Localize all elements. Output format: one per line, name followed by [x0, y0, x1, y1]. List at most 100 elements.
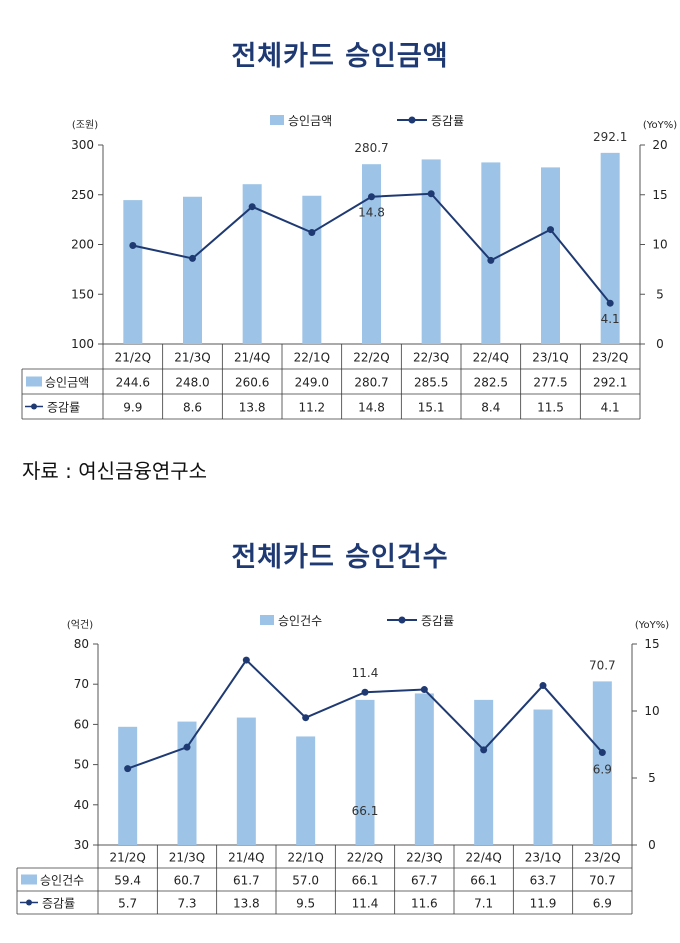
bar: [474, 699, 494, 845]
data-label: 66.1: [352, 804, 379, 818]
right-axis-tick-label: 10: [644, 704, 659, 718]
table-cell: 14.8: [358, 401, 385, 415]
bar: [236, 717, 256, 845]
table-cell: 59.4: [114, 874, 141, 888]
table-cell: 70.7: [589, 874, 616, 888]
x-tick-label: 22/1Q: [294, 351, 330, 365]
x-tick-label: 22/2Q: [347, 851, 383, 865]
table-cell: 63.7: [530, 874, 557, 888]
x-tick-label: 21/2Q: [115, 351, 151, 365]
table-cell: 282.5: [474, 376, 508, 390]
table-bar-swatch: [21, 874, 37, 885]
data-label: 4.1: [601, 312, 620, 326]
line-point: [598, 749, 606, 757]
legend-line-marker: [408, 116, 416, 124]
x-tick-label: 23/1Q: [532, 351, 568, 365]
table-cell: 66.1: [352, 874, 379, 888]
table-cell: 260.6: [235, 376, 269, 390]
bar: [481, 162, 501, 344]
table-cell: 7.1: [474, 897, 493, 911]
left-axis-tick-label: 60: [74, 717, 89, 731]
legend-bar-swatch: [270, 115, 284, 125]
right-axis-tick-label: 5: [648, 771, 656, 785]
table-cell: 5.7: [118, 897, 137, 911]
line-point: [124, 765, 132, 773]
chart2-title: 전체카드 승인건수: [231, 542, 449, 573]
right-axis-tick-label: 15: [652, 188, 667, 202]
line-point: [427, 190, 435, 198]
legend-bar-label: 승인금액: [288, 114, 332, 128]
table-cell: 61.7: [233, 874, 260, 888]
bar: [541, 167, 560, 344]
table-cell: 11.5: [537, 401, 564, 415]
left-axis-tick-label: 250: [71, 188, 94, 202]
bar: [183, 196, 202, 344]
bar: [177, 721, 197, 845]
x-tick-label: 22/3Q: [413, 351, 449, 365]
data-label: 70.7: [589, 658, 616, 672]
table-cell: 57.0: [292, 874, 319, 888]
left-axis-unit: (억건): [67, 619, 93, 631]
table-cell: 13.8: [239, 401, 266, 415]
bar: [123, 200, 143, 344]
right-axis-unit: (YoY%): [643, 120, 677, 131]
line-point: [242, 656, 250, 664]
line-point: [183, 743, 191, 751]
table-row-label: 증감률: [42, 897, 75, 911]
line-point: [547, 226, 554, 234]
table-row-label: 증감률: [47, 401, 80, 415]
table-cell: 244.6: [116, 376, 150, 390]
table-cell: 8.4: [481, 401, 500, 415]
bar: [414, 693, 434, 845]
line-point: [539, 682, 547, 690]
table-cell: 11.6: [411, 897, 438, 911]
right-axis-tick-label: 20: [652, 138, 667, 152]
bar: [592, 681, 612, 845]
right-axis-tick-label: 15: [644, 637, 659, 651]
bar: [296, 736, 316, 845]
table-cell: 8.6: [183, 401, 202, 415]
bar: [302, 195, 322, 344]
line-point: [606, 299, 614, 307]
x-tick-label: 21/3Q: [174, 351, 210, 365]
data-label: 6.9: [593, 763, 612, 777]
left-axis-tick-label: 100: [71, 337, 94, 351]
left-axis-tick-label: 40: [74, 798, 89, 812]
x-tick-label: 23/2Q: [592, 351, 628, 365]
x-tick-label: 22/3Q: [406, 851, 442, 865]
x-tick-label: 22/4Q: [473, 351, 509, 365]
left-axis-tick-label: 200: [71, 238, 94, 252]
x-tick-label: 23/2Q: [584, 851, 620, 865]
table-row-label: 승인건수: [40, 874, 84, 888]
table-cell: 9.5: [296, 897, 315, 911]
data-label: 292.1: [593, 130, 627, 144]
table-row-label: 승인금액: [45, 376, 89, 390]
x-tick-label: 21/4Q: [234, 351, 270, 365]
table-cell: 15.1: [418, 401, 445, 415]
table-cell: 4.1: [601, 401, 620, 415]
line-point: [308, 229, 316, 237]
line-point: [368, 193, 375, 201]
right-axis-unit: (YoY%): [635, 620, 669, 631]
table-cell: 11.9: [530, 897, 557, 911]
table-cell: 60.7: [174, 874, 201, 888]
table-cell: 6.9: [593, 897, 612, 911]
table-cell: 67.7: [411, 874, 438, 888]
table-cell: 292.1: [593, 376, 627, 390]
left-axis-tick-label: 150: [71, 287, 94, 301]
bar: [355, 699, 375, 845]
bar: [118, 726, 138, 845]
bar: [242, 184, 262, 344]
table-bar-swatch: [26, 376, 42, 387]
right-axis-tick-label: 5: [656, 287, 664, 301]
right-axis-tick-label: 0: [656, 337, 664, 351]
right-axis-tick-label: 0: [648, 838, 656, 852]
legend-line-label: 증감률: [421, 614, 454, 628]
left-axis-unit: (조원): [72, 119, 98, 131]
line-point: [302, 714, 310, 722]
bar: [421, 159, 441, 344]
x-tick-label: 21/4Q: [228, 851, 264, 865]
left-axis-tick-label: 30: [74, 838, 89, 852]
left-axis-tick-label: 80: [74, 637, 89, 651]
